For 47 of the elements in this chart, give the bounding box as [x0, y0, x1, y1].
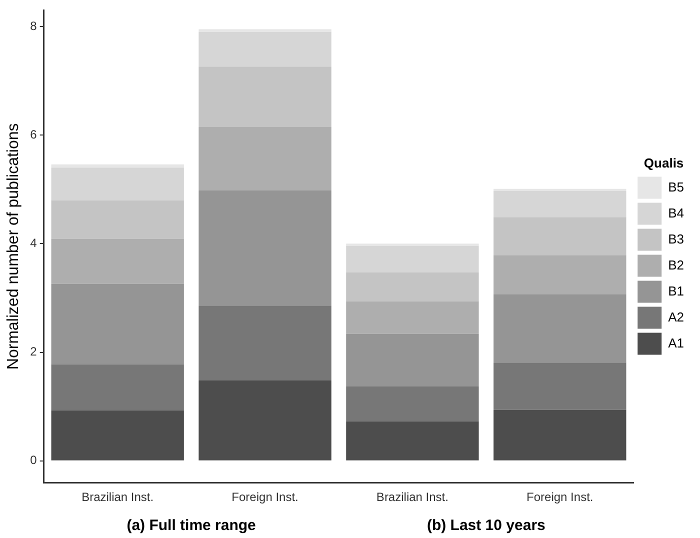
bar	[198, 306, 332, 381]
bar	[346, 386, 479, 422]
bar	[51, 284, 184, 364]
bar	[494, 188, 626, 192]
bar	[51, 200, 184, 239]
bar	[51, 238, 184, 284]
bar	[198, 29, 332, 32]
bar	[198, 66, 332, 127]
legend-label: A2	[668, 309, 684, 324]
x-tick-label: Brazilian Inst.	[82, 490, 154, 504]
bar	[51, 364, 184, 410]
bar	[51, 168, 184, 200]
bar	[346, 301, 479, 334]
legend-label: B1	[668, 283, 684, 298]
legend-label: B4	[668, 205, 684, 220]
bar	[346, 334, 479, 386]
bar	[198, 32, 332, 67]
bar	[494, 255, 626, 294]
legend-label: B2	[668, 257, 684, 272]
bar	[198, 126, 332, 190]
bar	[346, 421, 479, 460]
bar	[346, 246, 479, 272]
y-tick-label: 6	[30, 127, 38, 142]
legend-label: A1	[668, 335, 684, 350]
bar	[198, 380, 332, 460]
y-tick-label: 4	[30, 236, 38, 250]
y-tick-label: 8	[30, 18, 38, 33]
bar	[198, 190, 332, 306]
y-tick-label: 0	[30, 453, 38, 468]
bar	[494, 294, 626, 363]
y-axis-title: Normalized number of publications	[5, 123, 22, 370]
bar	[51, 410, 184, 460]
bar	[51, 164, 184, 168]
text: (a) Full time range	[126, 517, 256, 534]
bar	[494, 191, 626, 218]
bar	[346, 272, 479, 302]
legend-title: Qualis	[644, 155, 684, 170]
bar	[494, 410, 626, 460]
x-tick-label: Foreign Inst.	[232, 490, 298, 504]
y-tick-label: 2	[30, 344, 38, 359]
x-tick-label: Foreign Inst.	[526, 490, 594, 504]
bar	[494, 362, 626, 410]
legend-label: B3	[668, 231, 684, 246]
text: (b) Last 10 years	[426, 517, 546, 534]
x-tick-label: Brazilian Inst.	[376, 490, 448, 504]
bar	[494, 217, 626, 256]
legend-label: B5	[668, 179, 684, 194]
